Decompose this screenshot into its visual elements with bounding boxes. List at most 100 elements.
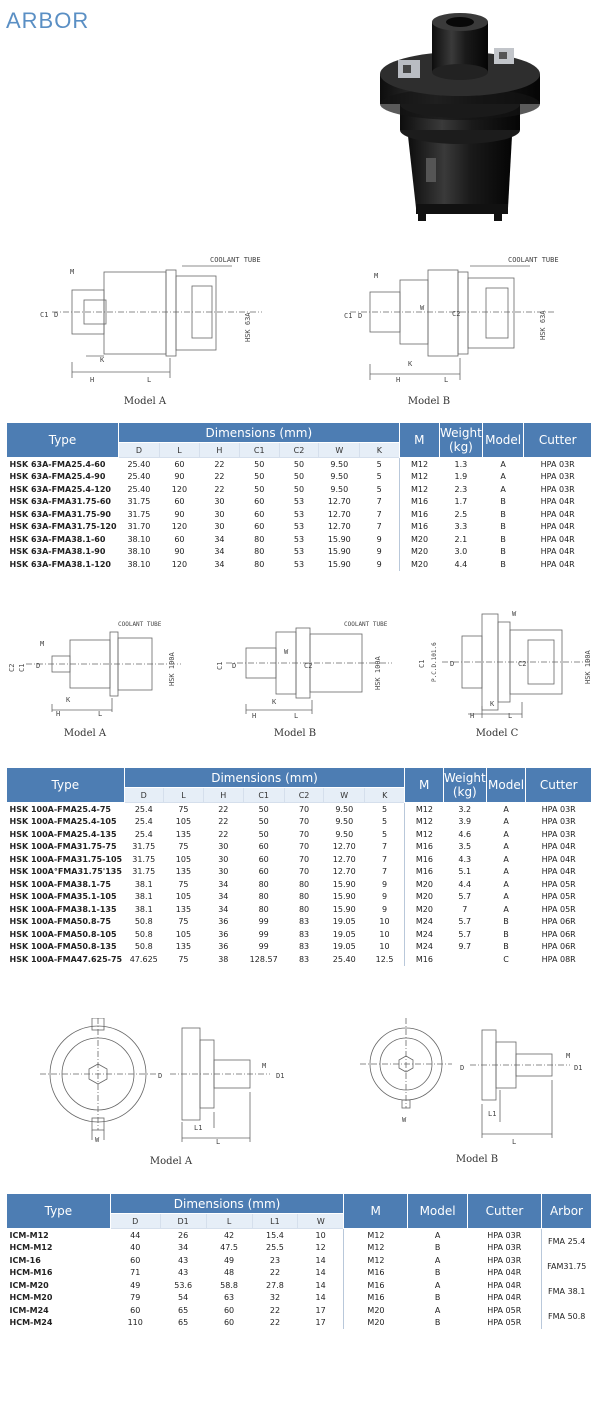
value-cell: M20 xyxy=(398,545,440,558)
value-cell: M12 xyxy=(343,1228,408,1242)
value-cell: 50 xyxy=(293,459,305,469)
value-cell: 36 xyxy=(218,917,229,927)
type-cell: HSK 100A°FMA31.75'135 xyxy=(9,867,122,877)
value-cell: 9.50 xyxy=(330,472,349,482)
table-row: HSK 100A-FMA38.1-75 38.1 75 34 80 80 15.90 9 M20… xyxy=(7,878,592,891)
value-cell: 25.4 xyxy=(134,829,153,839)
value-cell: 80 xyxy=(258,904,269,914)
value-cell: 14 xyxy=(315,1280,326,1290)
col-header-type: Type xyxy=(5,422,120,458)
value-cell: HPA 03R xyxy=(487,1230,522,1240)
col-header-cutter: Cutter xyxy=(467,1193,542,1229)
value-cell: M12 xyxy=(398,470,440,483)
col-header-cutter: Cutter xyxy=(523,422,592,458)
svg-text:D: D xyxy=(358,312,362,320)
value-cell: HPA 04R xyxy=(540,534,575,544)
value-cell: 31.75 xyxy=(127,497,151,507)
caption-model-a: Model A xyxy=(149,1156,193,1167)
value-cell: B xyxy=(500,509,506,519)
value-cell: B xyxy=(500,534,506,544)
type-cell: HSK 100A-FMA25.4-105 xyxy=(9,817,117,827)
value-cell: M24 xyxy=(404,928,444,941)
type-cell: HSK 100A-FMA50.8-75 xyxy=(9,917,111,927)
type-cell: HSK 63A-FMA31.75-90 xyxy=(9,509,111,519)
value-cell: 15.90 xyxy=(332,904,356,914)
value-cell: M24 xyxy=(404,940,444,953)
value-cell: A xyxy=(503,817,509,827)
value-cell: 12.70 xyxy=(332,867,356,877)
value-cell: 60 xyxy=(258,867,269,877)
svg-text:C1: C1 xyxy=(40,311,48,319)
value-cell: B xyxy=(503,917,509,927)
type-cell: HSK 63A-FMA38.1-90 xyxy=(9,547,106,557)
type-cell: ICM-M20 xyxy=(9,1280,49,1290)
value-cell: A xyxy=(500,459,506,469)
value-cell: 135 xyxy=(175,904,192,914)
value-cell: HPA 03R xyxy=(540,459,575,469)
svg-text:M: M xyxy=(262,1062,266,1070)
value-cell: 80 xyxy=(258,892,269,902)
value-cell: 19.05 xyxy=(332,942,356,952)
value-cell: 3.9 xyxy=(458,817,472,827)
value-cell: 80 xyxy=(258,879,269,889)
type-cell: HSK 100A-FMA25.4-75 xyxy=(9,804,111,814)
value-cell: 30 xyxy=(218,854,229,864)
svg-text:P.C.D.101.6: P.C.D.101.6 xyxy=(431,642,438,682)
svg-text:C1: C1 xyxy=(344,312,352,320)
subheader-d: D xyxy=(118,442,160,458)
value-cell: 60 xyxy=(174,497,185,507)
table-row: HSK 100A-FMA25.4-135 25.4 135 22 50 70 9.50 5 M1… xyxy=(7,828,592,841)
subheader-c1: C1 xyxy=(238,442,280,458)
value-cell: 53 xyxy=(293,509,305,519)
table-row: HCM-M16 71 43 48 22 14 M16 B HPA 04R xyxy=(7,1266,592,1279)
value-cell: HPA 05R xyxy=(541,879,576,889)
value-cell: HPA 04R xyxy=(487,1280,522,1290)
value-cell: 60 xyxy=(130,1305,141,1315)
value-cell: HPA 04R xyxy=(487,1293,522,1303)
value-cell: 60 xyxy=(130,1255,141,1265)
value-cell: 5.7 xyxy=(458,929,472,939)
value-cell: 44 xyxy=(130,1230,141,1240)
value-cell: 34 xyxy=(214,559,225,569)
value-cell: 5.7 xyxy=(458,892,472,902)
col-header-weight: Weight (kg) xyxy=(442,767,487,803)
caption-model-c: Model C xyxy=(475,728,519,739)
value-cell: A xyxy=(500,472,506,482)
value-cell: M12 xyxy=(404,815,444,828)
svg-text:W: W xyxy=(420,304,425,312)
value-cell: A xyxy=(434,1305,441,1315)
svg-text:C2: C2 xyxy=(304,662,312,670)
svg-text:K: K xyxy=(408,360,413,368)
svg-text:M: M xyxy=(70,268,74,276)
value-cell: 5 xyxy=(376,472,382,482)
table-row: HCM-M20 79 54 63 32 14 M16 B HPA 04R xyxy=(7,1291,592,1304)
value-cell: 9.7 xyxy=(458,942,472,952)
value-cell: 38.1 xyxy=(134,904,153,914)
value-cell: 9 xyxy=(381,904,388,914)
table-row: HCM-M24 110 65 60 22 17 M20 B HPA 05R xyxy=(7,1316,592,1329)
value-cell: A xyxy=(434,1255,441,1265)
arbor-cell: FMA 25.4 xyxy=(540,1228,592,1254)
table-row: HSK 100A-FMA47.625-75 47.625 75 38 128.57 83 2… xyxy=(7,953,592,966)
value-cell: 25.40 xyxy=(127,484,151,494)
value-cell: 23 xyxy=(269,1255,281,1265)
subheader-l: L xyxy=(205,1213,253,1229)
table-row: HSK 100A-FMA31.75-105 31.75 105 30 60 70 12.70… xyxy=(7,853,592,866)
col-header-dimensions: Dimensions (mm) xyxy=(118,422,400,443)
value-cell: 50 xyxy=(254,459,265,469)
svg-text:D1: D1 xyxy=(574,1064,582,1072)
type-cell: HSK 100A-FMA50.8-135 xyxy=(9,942,117,952)
value-cell: 12.5 xyxy=(375,954,394,964)
svg-text:L1: L1 xyxy=(488,1110,496,1118)
value-cell: 22 xyxy=(218,829,229,839)
value-cell: 30 xyxy=(214,509,225,519)
type-cell: HSK 100A-FMA47.625-75 xyxy=(9,954,123,964)
type-cell: HSK 63A-FMA25.4-90 xyxy=(9,472,106,482)
svg-text:D: D xyxy=(232,662,236,670)
value-cell: 25.4 xyxy=(134,817,153,827)
value-cell: 5 xyxy=(376,484,382,494)
col-header-weight: Weight (kg) xyxy=(439,422,483,458)
svg-text:L: L xyxy=(216,1138,220,1146)
value-cell: 9.50 xyxy=(330,484,349,494)
value-cell: 50.8 xyxy=(134,929,153,939)
